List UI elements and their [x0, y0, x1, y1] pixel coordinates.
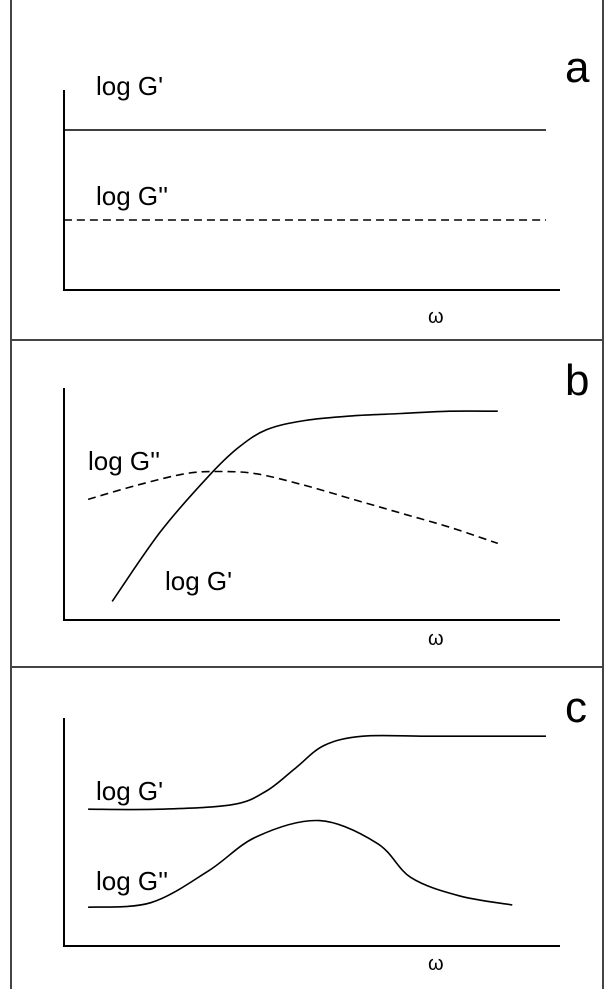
series-line-g-prime: [111, 410, 498, 602]
x-axis-label: ω: [428, 306, 444, 328]
series-line-g-prime: [88, 734, 546, 811]
panel-c: c log G' log G'' ω: [63, 683, 587, 975]
x-axis-label: ω: [428, 953, 444, 975]
panel-a: a log G' log G'' ω: [63, 43, 590, 328]
series-line-g-double-prime: [87, 470, 499, 545]
series-label-g-double-prime: log G'': [96, 181, 168, 211]
series-line-g-double-prime: [88, 819, 513, 908]
panel-letter: a: [565, 43, 590, 92]
series-label-g-prime: log G': [96, 776, 163, 806]
panel-letter: b: [565, 356, 589, 405]
panel-letter: c: [565, 683, 587, 732]
series-label-g-double-prime: log G'': [96, 866, 168, 896]
series-label-g-double-prime: log G'': [88, 446, 160, 476]
series-label-g-prime: log G': [96, 71, 163, 101]
series-label-g-prime: log G': [165, 566, 232, 596]
panel-b: b log G'' log G' ω: [63, 356, 589, 650]
x-axis-label: ω: [428, 628, 444, 650]
